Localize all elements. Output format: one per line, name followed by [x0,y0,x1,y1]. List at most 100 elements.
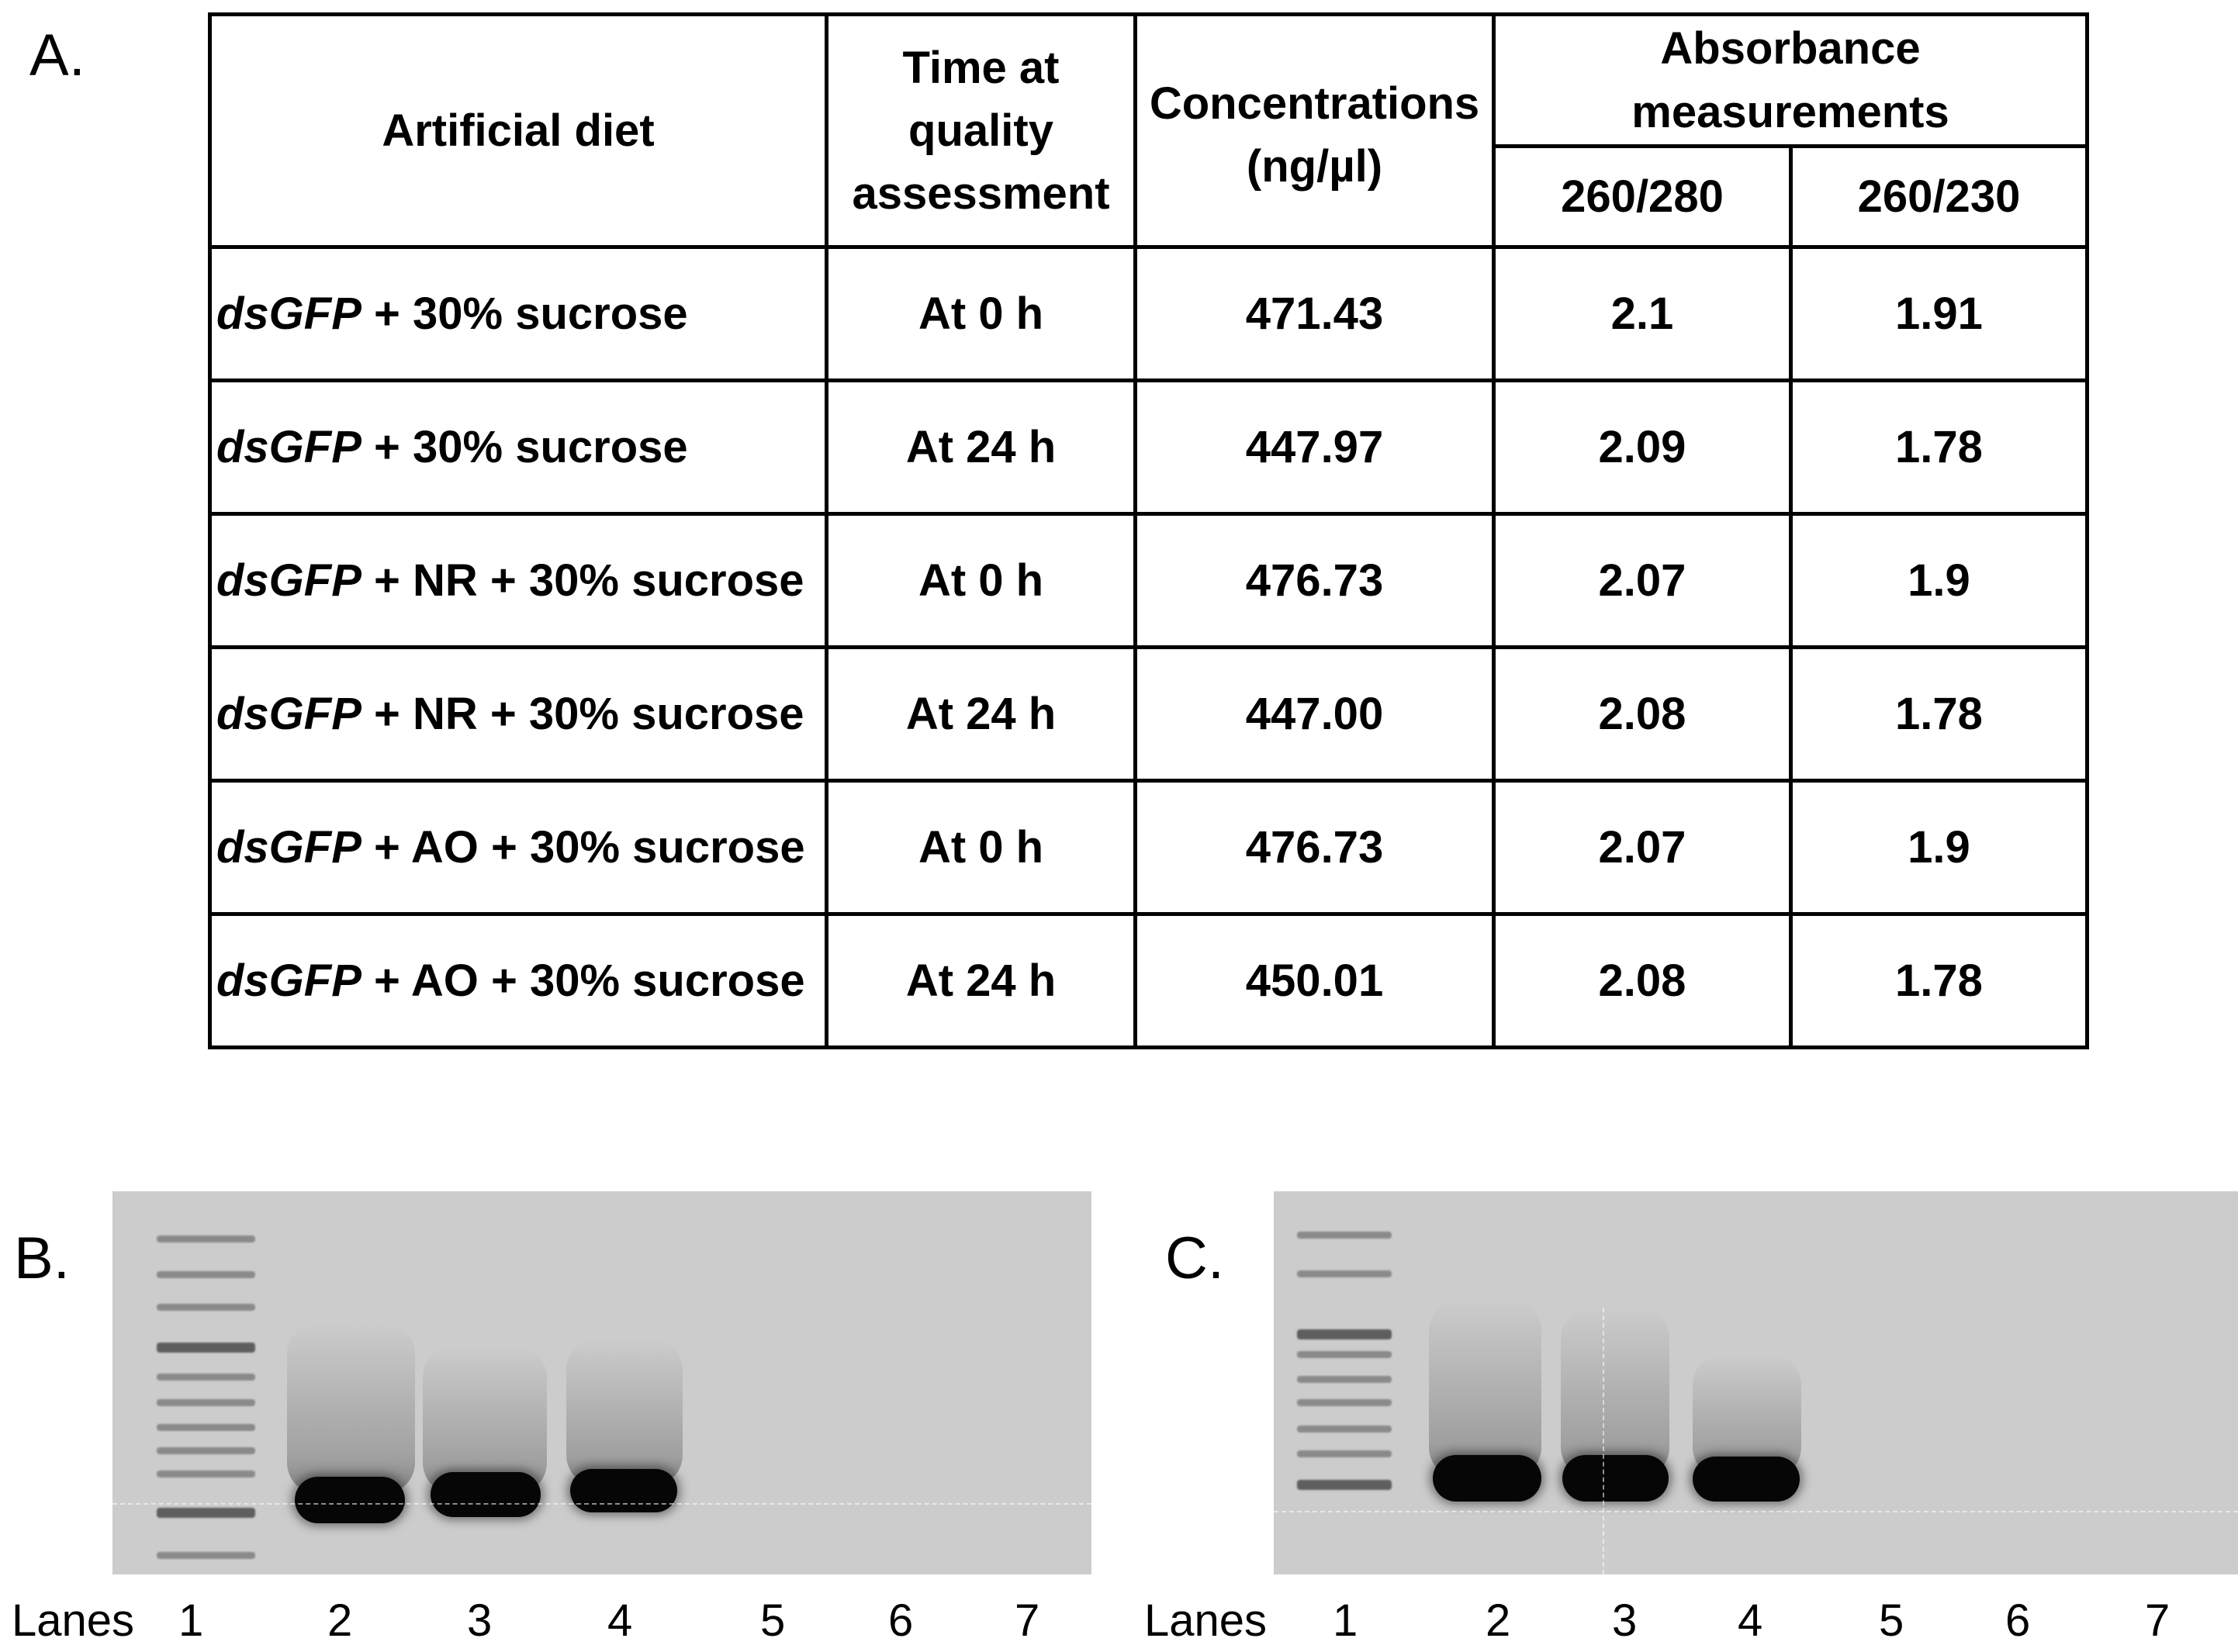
lane-labels-b: Lanes 1 2 3 4 5 6 7 [0,1590,1109,1652]
ladder-band [157,1552,255,1559]
cell-260-230: 1.9 [1789,779,2089,916]
cell-concentration: 471.43 [1133,245,1496,382]
cell-diet: dsGFP + AO + 30% sucrose [208,779,828,916]
ladder-band [1297,1399,1392,1406]
cell-260-230: 1.91 [1789,245,2089,382]
cell-diet: dsGFP + NR + 30% sucrose [208,512,828,649]
lane-3-band [1562,1455,1669,1502]
cell-concentration: 447.00 [1133,645,1496,783]
guide-line [1274,1511,2238,1512]
lane-labels-c: Lanes 1 2 3 4 5 6 7 [1133,1590,2238,1652]
ladder-band [1297,1376,1392,1383]
cell-time: At 0 h [825,512,1137,649]
lane-number: 7 [1015,1595,1040,1646]
lane-number: 2 [1486,1595,1511,1646]
lanes-label: Lanes [12,1595,135,1646]
cell-diet-additives: + NR + 30% sucrose [361,688,804,739]
cell-diet-additives: + AO + 30% sucrose [361,821,805,873]
lane-number: 6 [888,1595,914,1646]
ladder-band [157,1424,255,1431]
cell-diet-gene: dsGFP [216,955,361,1006]
guide-line [1603,1308,1604,1574]
ladder-band [1297,1329,1392,1339]
header-time: Time at quality assessment [825,12,1137,249]
lane-number: 5 [760,1595,786,1646]
cell-diet-gene: dsGFP [216,821,361,873]
cell-260-280: 2.08 [1492,912,1793,1049]
cell-diet: dsGFP + 30% sucrose [208,378,828,516]
lane-number: 4 [1738,1595,1763,1646]
lane-2-smear [287,1323,415,1494]
cell-diet-gene: dsGFP [216,421,361,472]
cell-260-280: 2.07 [1492,512,1793,649]
cell-concentration: 476.73 [1133,779,1496,916]
cell-diet-additives: + AO + 30% sucrose [361,955,805,1006]
header-260-230: 260/230 [1789,144,2089,249]
cell-time: At 0 h [825,245,1137,382]
table-row: dsGFP + NR + 30% sucrose At 0 h 476.73 2… [208,512,2089,649]
lane-number: 2 [327,1595,353,1646]
cell-concentration: 476.73 [1133,512,1496,649]
cell-time: At 0 h [825,779,1137,916]
ladder-band [1297,1480,1392,1490]
lane-number: 4 [607,1595,633,1646]
ladder-band [157,1399,255,1406]
lane-3-band [431,1472,541,1517]
cell-260-230: 1.9 [1789,512,2089,649]
cell-concentration: 450.01 [1133,912,1496,1049]
ladder-band [1297,1232,1392,1239]
lane-2-band [295,1477,405,1523]
lane-4-smear [566,1339,683,1486]
header-concentrations-label: Concentrations [1149,78,1480,129]
gel-image-c [1274,1191,2238,1574]
cell-260-280: 2.1 [1492,245,1793,382]
table-row: dsGFP + AO + 30% sucrose At 24 h 450.01 … [208,912,2089,1049]
gel-image-b [112,1191,1091,1574]
lane-number: 3 [1612,1595,1638,1646]
lane-number: 1 [178,1595,204,1646]
panel-b-label: B. [14,1225,70,1291]
cell-diet-gene: dsGFP [216,555,361,606]
lane-2-band [1433,1455,1541,1502]
table-row: dsGFP + 30% sucrose At 0 h 471.43 2.1 1.… [208,245,2089,382]
cell-260-280: 2.07 [1492,779,1793,916]
dsrna-quality-table: Artificial diet Time at quality assessme… [208,12,2089,1049]
cell-time: At 24 h [825,378,1137,516]
ladder-band [1297,1426,1392,1433]
ladder-band [1297,1450,1392,1457]
cell-diet-additives: + NR + 30% sucrose [361,555,804,606]
ladder-band [1297,1351,1392,1358]
cell-260-280: 2.09 [1492,378,1793,516]
header-concentrations-unit: (ng/µl) [1246,141,1383,192]
cell-260-280: 2.08 [1492,645,1793,783]
lane-number: 6 [2005,1595,2031,1646]
guide-line [112,1503,1091,1505]
header-artificial-diet: Artificial diet [208,12,828,249]
header-absorbance: Absorbance measurements [1492,12,2089,148]
ladder-band [157,1508,255,1518]
panel-c-label: C. [1165,1225,1224,1291]
ladder-band [157,1271,255,1278]
table-row: dsGFP + AO + 30% sucrose At 0 h 476.73 2… [208,779,2089,916]
ladder-band [157,1236,255,1242]
ladder-band [157,1304,255,1311]
header-concentrations: Concentrations (ng/µl) [1133,12,1496,249]
cell-diet: dsGFP + 30% sucrose [208,245,828,382]
lane-2-smear [1429,1300,1541,1478]
header-260-280: 260/280 [1492,144,1793,249]
ladder-band [157,1447,255,1454]
lane-4-band [570,1469,677,1512]
cell-diet-additives: + 30% sucrose [361,421,688,472]
cell-260-230: 1.78 [1789,645,2089,783]
lane-4-band [1693,1457,1800,1502]
ladder-band [157,1471,255,1477]
cell-diet-gene: dsGFP [216,688,361,739]
cell-diet-gene: dsGFP [216,288,361,339]
cell-260-230: 1.78 [1789,912,2089,1049]
table-row: dsGFP + 30% sucrose At 24 h 447.97 2.09 … [208,378,2089,516]
table-row: dsGFP + NR + 30% sucrose At 24 h 447.00 … [208,645,2089,783]
lane-number: 1 [1333,1595,1358,1646]
cell-260-230: 1.78 [1789,378,2089,516]
cell-diet: dsGFP + AO + 30% sucrose [208,912,828,1049]
ladder-band [1297,1270,1392,1277]
